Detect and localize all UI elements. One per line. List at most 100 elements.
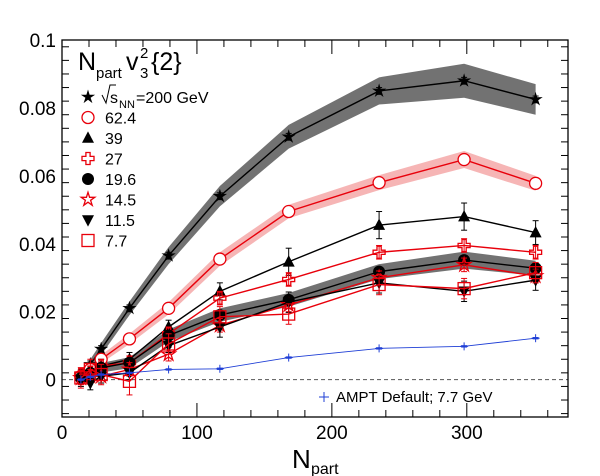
title-sub: part [96,65,123,82]
data-point-plus [86,372,95,381]
plot-frame [61,39,569,418]
xlabel-sub: part [311,461,339,476]
legend-item-19.6: 19.6 [82,172,136,189]
data-point-plus [319,392,329,402]
title-v-sup: 2 [140,45,148,62]
legend-label: 39 [105,131,123,148]
data-point-open-square [81,233,95,248]
y-tick-label: 0.08 [19,99,56,120]
data-point-open-cross [457,238,471,253]
legend-label: 7.7 [105,234,127,251]
data-point-open-cross [528,245,543,259]
data-point-open-cross [282,272,296,287]
x-tick-label: 0 [57,423,68,444]
legend-item-14.5: 14.5 [79,190,136,210]
data-point-star [528,91,543,106]
data-point-plus [284,353,293,362]
x-tick-label: 200 [316,423,348,444]
xlabel-main: N [292,444,311,474]
data-point-plus [76,375,85,384]
data-point-star [94,341,109,356]
data-point-open-circle [528,176,543,190]
data-point-star [80,89,96,104]
data-point-open-cross [372,245,386,259]
data-point-triangle [162,320,175,332]
data-point-open-square [213,310,227,324]
legend-label: 27 [105,152,123,169]
y-tick-label: 0 [45,371,56,392]
legend-item-200: s NN =200 GeV [80,84,209,111]
x-tick-label: 300 [451,423,483,444]
ampt-legend-label: AMPT Default; 7.7 GeV [336,389,492,406]
ampt-legend: AMPT Default; 7.7 GeV [319,389,492,406]
x-tick-label: 100 [181,423,213,444]
legend-item-27: 27 [81,151,123,169]
data-point-star [372,83,387,97]
data-point-star [161,248,176,262]
data-point-open-circle [213,252,227,266]
data-point-triangle [458,210,471,222]
data-point-star [122,300,137,315]
data-point-open-star [79,190,97,208]
data-point-open-circle [122,332,137,346]
legend-label: 62.4 [105,111,136,128]
data-point-open-cross [213,291,227,305]
data-point-open-star [455,255,473,273]
data-point-open-circle [372,175,386,190]
data-point-plus [460,342,469,351]
data-point-plus [125,368,134,377]
legend-item-7.7: 7.7 [81,233,127,251]
data-point-open-circle [161,301,176,315]
band-62.4 [80,151,536,380]
data-point-open-square [372,277,386,292]
y-tick-label: 0.1 [30,31,56,52]
data-point-triangle [82,131,94,143]
title-v: v [126,48,139,76]
tick-labels: 0 100 200 300 0 0.02 0.04 0.06 0.08 0.1 [19,31,483,444]
data-point-star [281,129,296,143]
series-line [80,337,536,381]
y-tick-label: 0.02 [19,303,56,324]
data-point-triangle [529,225,542,238]
title-v-sub: 3 [140,65,148,82]
ampt-legend-marker [319,392,329,402]
data-point-plus [164,365,173,374]
series-layer [71,73,545,396]
data-point-filled-circle [82,173,94,185]
data-point-open-circle [282,204,296,219]
x-axis-label: N part [292,444,339,476]
data-point-open-cross [81,151,95,166]
data-point-plus [97,370,106,379]
legend-label: 19.6 [105,172,136,189]
y-tick-label: 0.06 [19,167,56,188]
legend-label: 11.5 [105,213,135,230]
data-point-open-circle [457,152,471,167]
data-point-down-triangle [213,322,226,334]
sqrt-symbol [101,84,116,105]
title-main: N [78,48,96,76]
legend-item-11.5: 11.5 [82,213,135,230]
series-14.5 [71,255,545,386]
legend-item-62.4: 62.4 [81,110,136,128]
data-point-star [212,188,227,203]
legend-energy-suffix: =200 GeV [136,90,209,107]
data-point-plus [215,364,224,373]
y-tick-label: 0.04 [19,235,56,256]
series-AMPT [76,334,540,384]
systematic-bands [80,63,536,382]
data-point-open-square [282,307,296,321]
data-point-triangle [282,255,295,267]
data-point-plus [531,334,540,343]
data-point-plus [375,344,384,353]
data-point-triangle [213,284,226,297]
axes [61,39,569,418]
data-point-open-circle [81,110,95,125]
legend-energy-sub: NN [119,99,135,111]
data-point-open-square [528,266,543,280]
data-point-triangle [373,218,386,230]
data-point-star [457,73,472,87]
data-point-open-square [161,337,176,351]
title-tail: {2} [151,48,182,76]
